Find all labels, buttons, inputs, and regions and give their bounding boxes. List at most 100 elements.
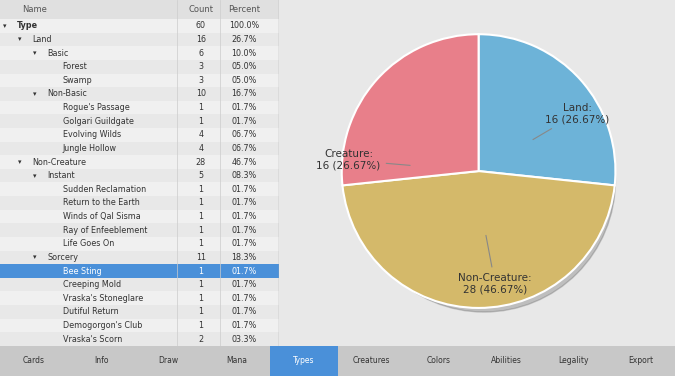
Text: 01.7%: 01.7% (232, 267, 256, 276)
FancyBboxPatch shape (0, 114, 279, 128)
Text: Non-Basic: Non-Basic (47, 89, 87, 99)
Text: 01.7%: 01.7% (232, 212, 256, 221)
FancyBboxPatch shape (202, 346, 270, 376)
FancyBboxPatch shape (0, 0, 279, 19)
FancyBboxPatch shape (0, 33, 279, 46)
Text: ▾: ▾ (18, 159, 22, 165)
Text: 1: 1 (198, 226, 203, 235)
Text: Evolving Wilds: Evolving Wilds (63, 130, 121, 139)
FancyBboxPatch shape (0, 196, 279, 210)
Text: Types: Types (293, 356, 315, 365)
Text: 4: 4 (198, 144, 203, 153)
Text: 18.3%: 18.3% (232, 253, 256, 262)
Text: 28: 28 (196, 158, 206, 167)
FancyBboxPatch shape (0, 264, 279, 278)
Text: Forest: Forest (63, 62, 88, 71)
Text: Creeping Mold: Creeping Mold (63, 280, 121, 289)
FancyBboxPatch shape (0, 128, 279, 142)
FancyBboxPatch shape (0, 210, 279, 223)
FancyBboxPatch shape (270, 346, 338, 376)
Text: ▾: ▾ (18, 36, 22, 42)
Text: Non-Creature:
28 (46.67%): Non-Creature: 28 (46.67%) (458, 235, 532, 294)
Text: 26.7%: 26.7% (231, 35, 256, 44)
Text: Land:
16 (26.67%): Land: 16 (26.67%) (533, 103, 610, 139)
Text: Name: Name (22, 5, 47, 14)
FancyBboxPatch shape (0, 305, 279, 319)
Text: Legality: Legality (558, 356, 589, 365)
Text: Mana: Mana (225, 356, 247, 365)
Text: ▾: ▾ (34, 91, 37, 97)
FancyBboxPatch shape (338, 346, 405, 376)
Text: Export: Export (628, 356, 654, 365)
Text: 3: 3 (198, 76, 203, 85)
Text: Demogorgon's Club: Demogorgon's Club (63, 321, 142, 330)
Text: 1: 1 (198, 280, 203, 289)
Text: Return to the Earth: Return to the Earth (63, 199, 140, 208)
Text: Count: Count (188, 5, 213, 14)
FancyBboxPatch shape (608, 346, 675, 376)
Wedge shape (479, 34, 616, 185)
Text: Sorcery: Sorcery (47, 253, 78, 262)
Text: Winds of Qal Sisma: Winds of Qal Sisma (63, 212, 140, 221)
FancyBboxPatch shape (68, 346, 135, 376)
Text: 03.3%: 03.3% (232, 335, 256, 344)
Text: Colors: Colors (427, 356, 451, 365)
FancyBboxPatch shape (0, 237, 279, 250)
Text: ▾: ▾ (3, 23, 6, 29)
Text: 6: 6 (198, 49, 203, 58)
Text: Vraska's Scorn: Vraska's Scorn (63, 335, 122, 344)
Text: 100.0%: 100.0% (229, 21, 259, 30)
Text: Golgari Guildgate: Golgari Guildgate (63, 117, 134, 126)
Text: 01.7%: 01.7% (232, 226, 256, 235)
FancyBboxPatch shape (0, 19, 279, 33)
Text: 01.7%: 01.7% (232, 307, 256, 316)
Text: 1: 1 (198, 294, 203, 303)
Text: 06.7%: 06.7% (232, 130, 256, 139)
Text: 05.0%: 05.0% (232, 62, 256, 71)
Text: 1: 1 (198, 117, 203, 126)
FancyBboxPatch shape (0, 142, 279, 155)
Text: Sudden Reclamation: Sudden Reclamation (63, 185, 146, 194)
Text: Draw: Draw (159, 356, 179, 365)
FancyBboxPatch shape (540, 346, 608, 376)
FancyBboxPatch shape (0, 101, 279, 114)
Text: Swamp: Swamp (63, 76, 92, 85)
Text: 01.7%: 01.7% (232, 185, 256, 194)
Text: Jungle Hollow: Jungle Hollow (63, 144, 117, 153)
Text: Creatures: Creatures (352, 356, 390, 365)
Text: 46.7%: 46.7% (232, 158, 256, 167)
Text: 1: 1 (198, 199, 203, 208)
Text: 01.7%: 01.7% (232, 294, 256, 303)
Text: ▾: ▾ (34, 255, 37, 261)
Text: Abilities: Abilities (491, 356, 522, 365)
Text: Non-Creature: Non-Creature (32, 158, 86, 167)
Text: 01.7%: 01.7% (232, 280, 256, 289)
FancyBboxPatch shape (0, 155, 279, 169)
Text: 01.7%: 01.7% (232, 103, 256, 112)
Text: 1: 1 (198, 185, 203, 194)
FancyBboxPatch shape (0, 319, 279, 332)
Text: 3: 3 (198, 62, 203, 71)
Text: 1: 1 (198, 103, 203, 112)
FancyBboxPatch shape (0, 250, 279, 264)
FancyBboxPatch shape (0, 291, 279, 305)
FancyBboxPatch shape (0, 278, 279, 291)
Text: Vraska's Stoneglare: Vraska's Stoneglare (63, 294, 143, 303)
Text: Creature:
16 (26.67%): Creature: 16 (26.67%) (317, 149, 410, 171)
Text: 1: 1 (198, 321, 203, 330)
Text: 1: 1 (198, 307, 203, 316)
Text: 1: 1 (198, 212, 203, 221)
FancyBboxPatch shape (0, 346, 68, 376)
Text: Cards: Cards (23, 356, 45, 365)
Text: 05.0%: 05.0% (232, 76, 256, 85)
Text: Rogue's Passage: Rogue's Passage (63, 103, 130, 112)
Text: Ray of Enfeeblement: Ray of Enfeeblement (63, 226, 147, 235)
Text: 16: 16 (196, 35, 206, 44)
FancyBboxPatch shape (135, 346, 202, 376)
Text: 1: 1 (198, 267, 203, 276)
Wedge shape (342, 171, 615, 308)
FancyBboxPatch shape (0, 60, 279, 74)
Text: Basic: Basic (47, 49, 69, 58)
FancyBboxPatch shape (472, 346, 540, 376)
Text: 5: 5 (198, 171, 203, 180)
